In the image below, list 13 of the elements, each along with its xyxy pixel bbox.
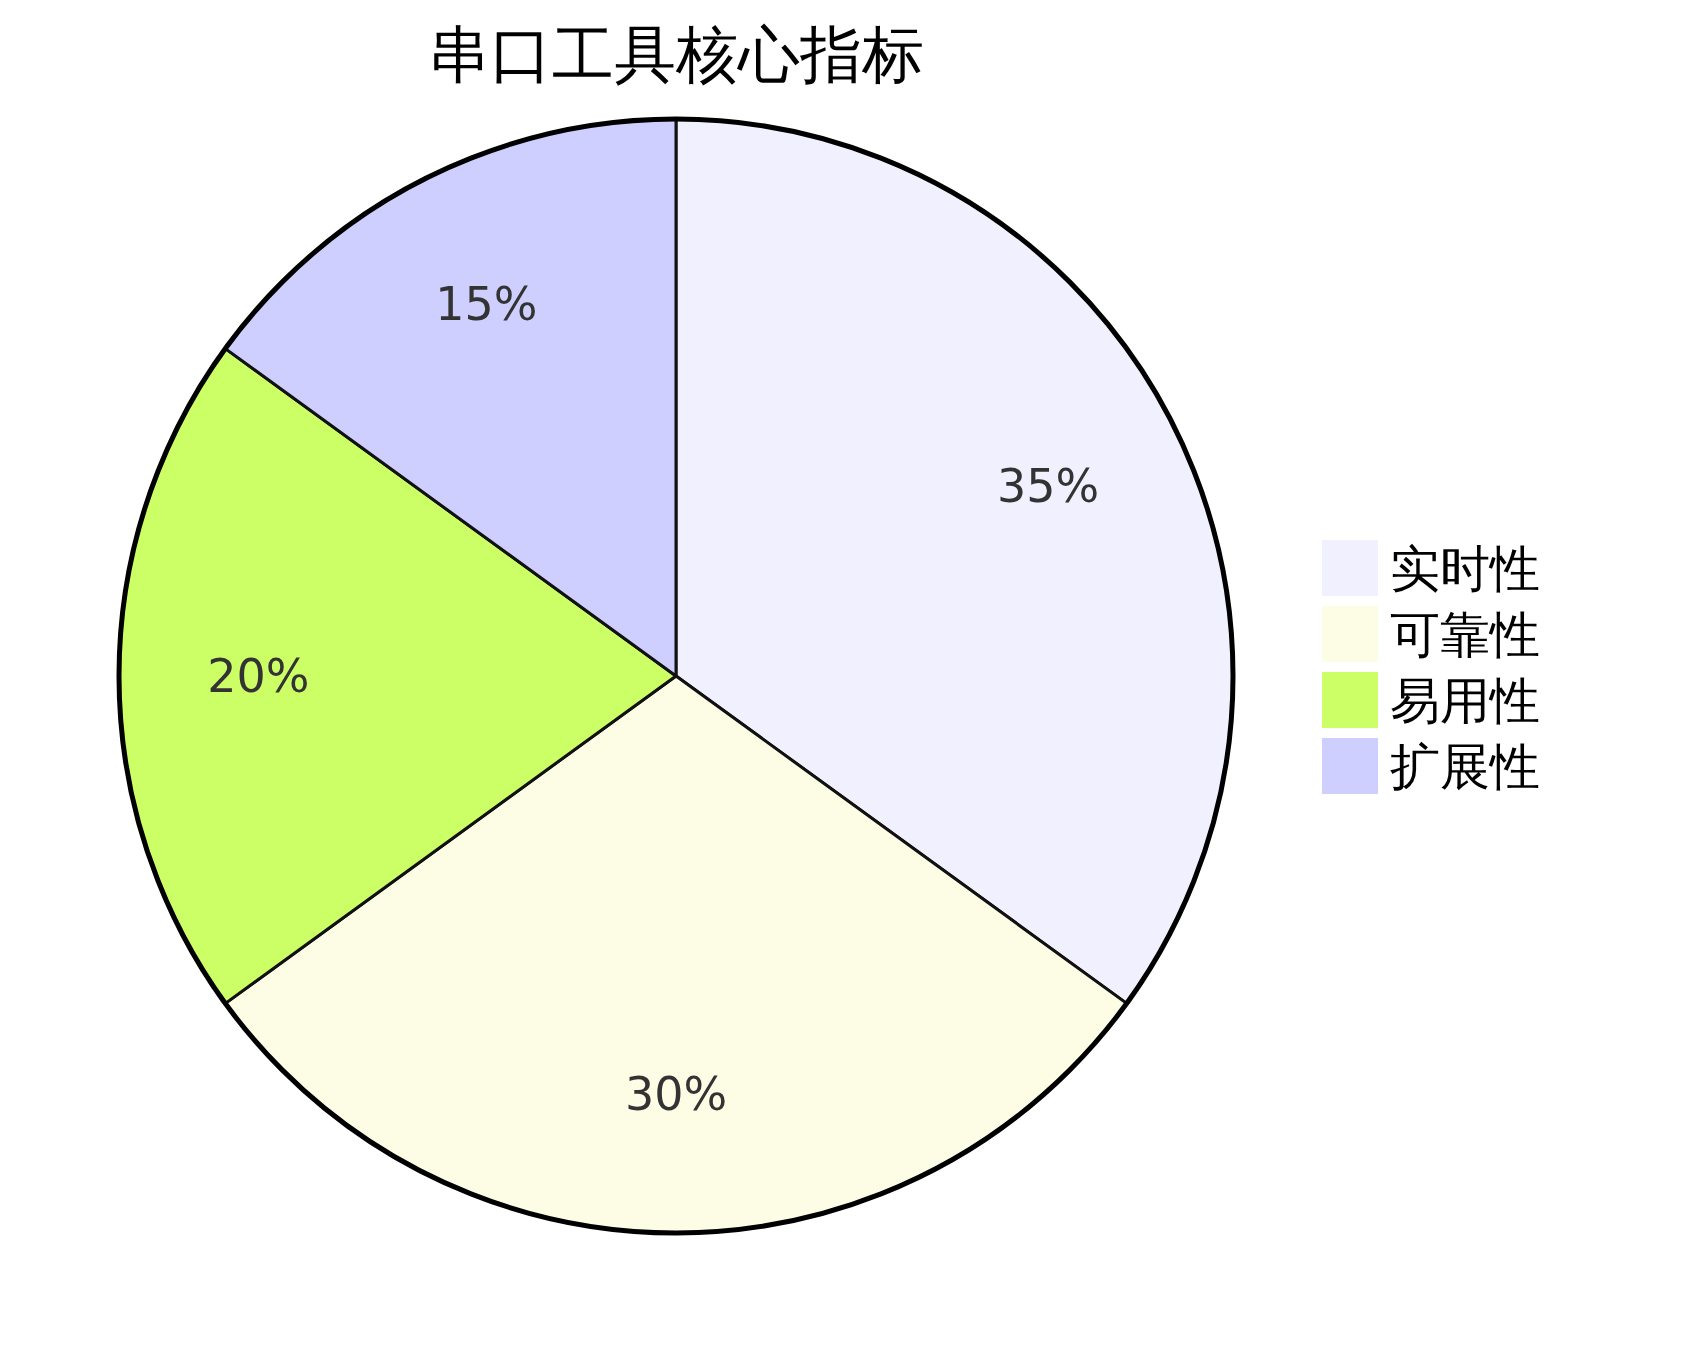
legend-item: 可靠性	[1322, 606, 1540, 664]
legend-label: 可靠性	[1390, 606, 1540, 664]
legend-label: 扩展性	[1390, 738, 1540, 796]
data-label: 15%	[435, 276, 538, 331]
data-label: 20%	[207, 649, 310, 703]
legend-label: 易用性	[1390, 672, 1540, 730]
legend-item: 实时性	[1322, 540, 1540, 598]
slice-label: 实时性	[1390, 540, 1540, 598]
legend-item: 扩展性	[1322, 738, 1540, 796]
legend-item: 易用性	[1322, 672, 1540, 730]
chart-title: 串口工具核心指标	[428, 18, 924, 91]
data-label: 35%	[997, 459, 1100, 514]
data-label: 30%	[624, 1066, 728, 1121]
